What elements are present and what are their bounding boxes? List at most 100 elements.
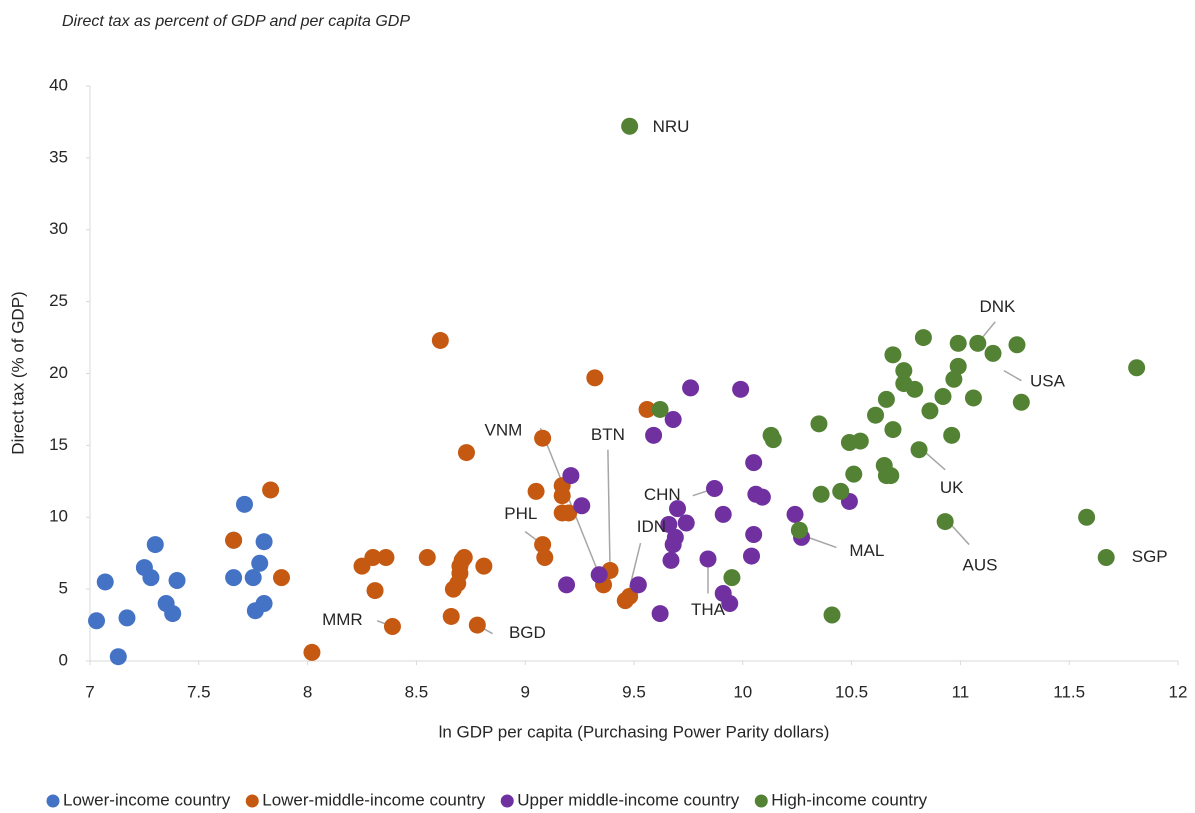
legend-marker (500, 794, 514, 808)
annotation: MAL (849, 541, 884, 560)
point (377, 549, 395, 566)
leader-line (925, 451, 946, 471)
point (699, 550, 717, 568)
legend-label: Upper middle-income country (517, 790, 740, 809)
annotation: IDN (637, 517, 666, 536)
point (534, 429, 552, 447)
point (534, 536, 552, 554)
point (96, 573, 114, 591)
point (723, 569, 741, 587)
x-tick-label: 9.5 (622, 682, 646, 701)
point (553, 487, 571, 505)
annotation: PHL (504, 504, 537, 523)
point (936, 513, 954, 531)
y-tick-label: 20 (49, 363, 68, 382)
y-tick-label: 35 (49, 147, 68, 166)
point (536, 549, 554, 566)
point (364, 549, 382, 566)
point (383, 618, 401, 635)
point (457, 444, 475, 462)
leader-line (807, 536, 837, 549)
point (586, 369, 604, 387)
annotation: NRU (653, 117, 690, 136)
point (262, 481, 280, 499)
point (677, 514, 695, 532)
point (753, 488, 771, 506)
leader-line (948, 522, 970, 546)
point (745, 454, 763, 472)
point (877, 390, 895, 408)
point (882, 467, 900, 485)
annotation: CHN (644, 485, 681, 504)
point (560, 504, 578, 522)
point (1078, 508, 1096, 526)
point (562, 467, 580, 485)
point (851, 432, 869, 450)
point (812, 485, 830, 503)
point (943, 426, 961, 444)
point (984, 344, 1002, 362)
point (573, 497, 591, 515)
point (662, 551, 680, 569)
point (645, 426, 663, 444)
y-tick-label: 30 (49, 219, 68, 238)
point (88, 612, 106, 630)
point (366, 582, 384, 600)
point (945, 370, 963, 388)
x-tick-label: 8.5 (405, 682, 429, 701)
point (714, 505, 732, 523)
legend-marker (245, 794, 259, 808)
point (910, 441, 928, 459)
point (867, 406, 885, 424)
point (235, 495, 253, 513)
point (168, 572, 186, 589)
legend-marker (754, 794, 768, 808)
point (721, 595, 739, 612)
point (969, 334, 987, 352)
point (449, 574, 467, 592)
y-tick-label: 15 (49, 435, 68, 454)
annotation: DNK (979, 297, 1016, 316)
point (118, 609, 136, 627)
point (884, 346, 902, 364)
annotation: VNM (485, 420, 523, 439)
point (251, 554, 269, 572)
point (934, 388, 952, 405)
point (621, 587, 639, 605)
point (964, 389, 982, 407)
annotation: AUS (962, 556, 997, 575)
point (225, 531, 243, 549)
point (884, 421, 902, 439)
point (745, 526, 763, 543)
point (629, 576, 647, 594)
point (666, 528, 684, 546)
annotation: USA (1030, 372, 1066, 391)
annotation: UK (940, 478, 964, 497)
point (832, 482, 850, 500)
point (303, 643, 321, 661)
point (244, 569, 262, 587)
x-tick-label: 10 (733, 682, 752, 701)
annotation: MMR (322, 610, 363, 629)
y-tick-label: 40 (49, 75, 68, 94)
point (651, 605, 669, 623)
point (790, 521, 808, 539)
point (621, 117, 639, 135)
y-tick-label: 5 (59, 579, 68, 598)
point (146, 536, 164, 554)
leader-line (1003, 369, 1022, 382)
point (1012, 393, 1030, 411)
point (431, 331, 449, 349)
x-tick-label: 7.5 (187, 682, 211, 701)
point (1008, 336, 1026, 354)
point (475, 557, 493, 575)
point (225, 569, 243, 587)
point (664, 411, 682, 428)
point (949, 357, 967, 375)
legend-marker (46, 794, 60, 808)
point (527, 482, 545, 500)
x-tick-label: 12 (1169, 682, 1188, 701)
point (732, 380, 750, 398)
legend-label: Lower-middle-income country (262, 790, 485, 809)
